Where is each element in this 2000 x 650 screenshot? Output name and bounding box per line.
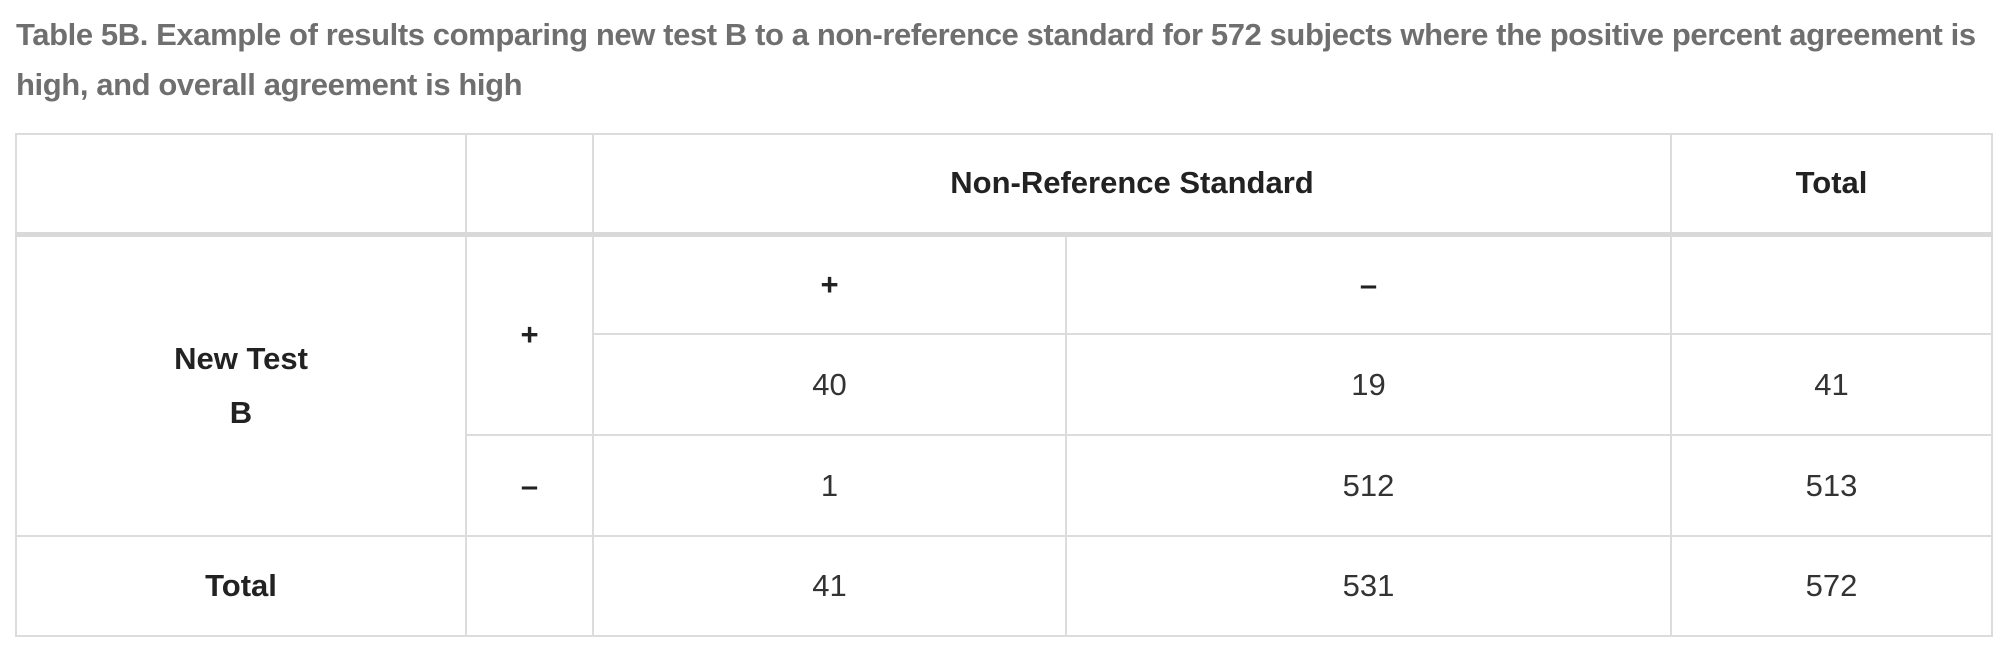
grand-total-cell: 572 [1670,535,1993,637]
total-row-header: Total [15,535,467,637]
test-b-label: B [229,394,253,430]
total-minus-cell: 531 [1065,535,1672,637]
table-row: Total 41 531 572 [15,535,1993,637]
plus-row-sign: + [465,233,594,436]
minus-row-sign: – [465,434,594,537]
table-header-row: Non-Reference Standard Total [15,133,1993,237]
minus-total-cell: 513 [1670,434,1993,537]
header-empty-cell [15,133,467,237]
table-row: New Test B + + – [15,233,1993,537]
total-plus-cell: 41 [592,535,1067,637]
minus-minus-cell: 512 [1065,434,1672,537]
plus-plus-cell: 40 [592,333,1067,436]
empty-total-cell [1670,233,1993,335]
table-caption: Table 5B. Example of results comparing n… [16,17,1976,102]
results-table: Non-Reference Standard Total New Test B … [15,133,1993,637]
plus-column-label: + [592,233,1067,335]
total-row-empty-sign-cell [465,535,594,637]
minus-column-label: – [1065,233,1672,335]
plus-minus-cell: 19 [1065,333,1672,436]
non-reference-standard-header: Non-Reference Standard [592,133,1672,237]
header-empty-sign-cell [465,133,594,237]
total-column-header: Total [1670,133,1993,237]
table-row: 40 19 41 [16,333,1993,436]
table-row: – 1 512 513 [16,434,1993,537]
minus-plus-cell: 1 [592,434,1067,537]
new-test-b-row-header: New Test B [15,233,467,537]
plus-total-cell: 41 [1670,333,1993,436]
new-test-label: New Test [174,340,308,376]
